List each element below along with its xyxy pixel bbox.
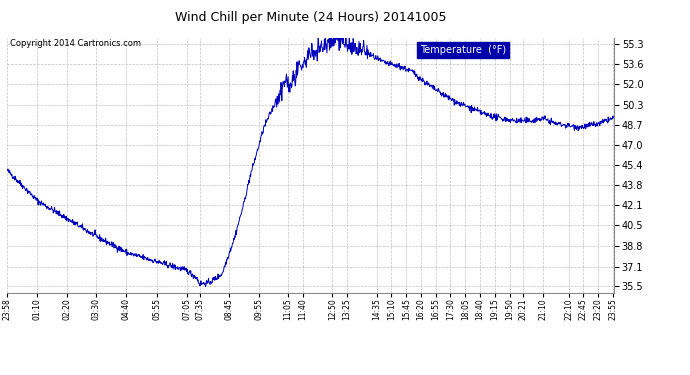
Text: Wind Chill per Minute (24 Hours) 20141005: Wind Chill per Minute (24 Hours) 2014100… xyxy=(175,11,446,24)
Text: Temperature  (°F): Temperature (°F) xyxy=(420,45,506,55)
Text: Copyright 2014 Cartronics.com: Copyright 2014 Cartronics.com xyxy=(10,39,141,48)
